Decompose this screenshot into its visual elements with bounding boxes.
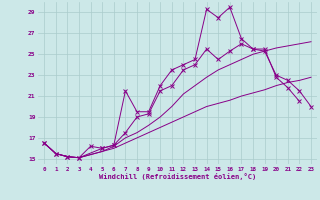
X-axis label: Windchill (Refroidissement éolien,°C): Windchill (Refroidissement éolien,°C) [99,173,256,180]
